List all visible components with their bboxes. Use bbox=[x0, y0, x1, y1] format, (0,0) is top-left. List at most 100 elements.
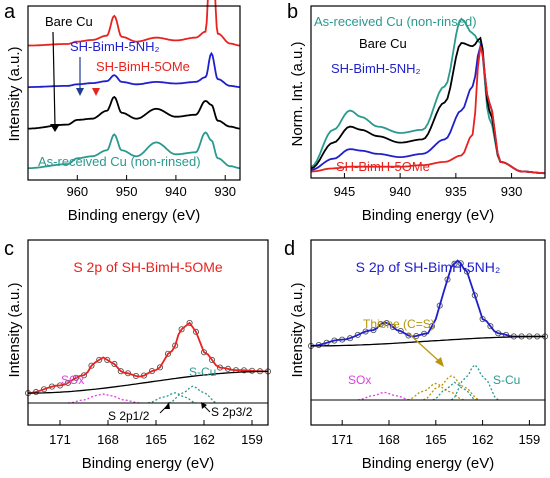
plot-d-label-scu: S-Cu bbox=[493, 373, 520, 387]
xtick-label: 162 bbox=[472, 432, 494, 447]
data-point bbox=[96, 356, 103, 363]
plot-a-curves bbox=[28, 0, 241, 169]
plot-b-xlabel: Binding energy (eV) bbox=[362, 207, 495, 224]
plot-a-legend-nh2: SH-BimH-5NH₂ bbox=[70, 39, 160, 54]
xtick-label: 171 bbox=[331, 432, 353, 447]
data-point bbox=[428, 323, 435, 330]
plot-b-curves bbox=[310, 17, 546, 175]
xtick-label: 945 bbox=[334, 184, 356, 199]
plot-b-xticks: 945 940 935 930 bbox=[334, 173, 523, 199]
plot-a-legend-ome: SH-BimH-5OMe bbox=[96, 59, 190, 74]
plot-a-legend-bare-cu: Bare Cu bbox=[45, 14, 93, 29]
plot-d-ylabel: Intensity (a.u.) bbox=[289, 282, 306, 377]
xtick-label: 930 bbox=[214, 184, 236, 199]
xtick-label: 930 bbox=[501, 184, 523, 199]
xtick-label: 159 bbox=[241, 432, 263, 447]
series-line-s-cu-2 bbox=[450, 363, 499, 401]
plot-d-label-thione: Thione (C=S) bbox=[363, 317, 435, 331]
data-point bbox=[186, 319, 193, 326]
data-point bbox=[192, 328, 200, 335]
plot-a-frame bbox=[27, 5, 241, 181]
plot-c-label-s2p12: S 2p1/2 bbox=[108, 409, 150, 423]
plot-c-ylabel: Intensity (a.u.) bbox=[6, 282, 23, 377]
data-point bbox=[104, 356, 111, 363]
data-point bbox=[389, 323, 396, 331]
data-point bbox=[208, 356, 216, 363]
data-point bbox=[72, 374, 80, 381]
data-point bbox=[354, 331, 361, 338]
plot-c-label-s2p32: S 2p3/2 bbox=[211, 405, 253, 419]
panel-letter-b: b bbox=[287, 1, 298, 23]
plot-a-ylabel: Intensity (a.u.) bbox=[6, 46, 23, 141]
plot-b-frame bbox=[310, 5, 546, 179]
series-line-sh-bimh-5ome bbox=[310, 45, 546, 175]
series-line-as-received-cu-non-rinsed- bbox=[28, 131, 240, 169]
plot-c-title: S 2p of SH-BimH-5OMe bbox=[73, 259, 223, 275]
plot-a-xlabel: Binding energy (eV) bbox=[68, 207, 201, 224]
series-line-background bbox=[311, 335, 545, 347]
data-point bbox=[88, 362, 95, 369]
plot-c-label-scu: S-Cu bbox=[189, 365, 216, 379]
plot-c-curves bbox=[24, 319, 272, 404]
data-point bbox=[117, 368, 124, 375]
data-point bbox=[200, 349, 208, 356]
plot-b-ylabel: Norm. Int. (a.u.) bbox=[289, 41, 306, 146]
plot-d-curves bbox=[307, 259, 549, 401]
panel-letter-c: c bbox=[4, 238, 14, 260]
plot-a-arrowhead-nh2 bbox=[76, 88, 84, 96]
plot-a-arrowhead-ome bbox=[92, 88, 100, 96]
plot-b-legend-as-received: As-received Cu (non-rinsed) bbox=[314, 14, 477, 29]
xtick-label: 960 bbox=[66, 184, 88, 199]
plot-a-arrowhead-bare-cu bbox=[50, 124, 60, 132]
series-line-thione-1 bbox=[407, 382, 465, 401]
series-line-bare-cu bbox=[28, 95, 241, 130]
data-point bbox=[451, 260, 458, 267]
data-point bbox=[64, 379, 72, 386]
data-point bbox=[164, 350, 172, 357]
series-line-sh-bimh-5ome bbox=[28, 0, 240, 47]
panel-b: b 945 940 935 930 Binding energy (eV) Norm.… bbox=[287, 1, 546, 224]
plot-c-arrowhead-s2p32 bbox=[201, 402, 207, 409]
xtick-label: 165 bbox=[425, 432, 447, 447]
series-line-fit bbox=[27, 321, 268, 394]
data-point bbox=[487, 323, 494, 330]
series-line-s-2p3-2 bbox=[168, 385, 218, 404]
xtick-label: 159 bbox=[519, 432, 541, 447]
plot-b-legend-ome: SH-BimH-5OMe bbox=[336, 159, 430, 174]
xtick-label: 165 bbox=[145, 432, 167, 447]
xtick-label: 935 bbox=[445, 184, 467, 199]
xtick-label: 168 bbox=[97, 432, 119, 447]
plot-a-legend-as-received: As-received Cu (non-rinsed) bbox=[38, 154, 201, 169]
plot-d-xlabel: Binding energy (eV) bbox=[362, 455, 495, 472]
plot-b-legend-bare-cu: Bare Cu bbox=[359, 36, 407, 51]
xtick-label: 171 bbox=[49, 432, 71, 447]
plot-c-arrowhead-s2p12 bbox=[164, 402, 170, 409]
series-line-sox-component bbox=[67, 393, 141, 404]
data-point bbox=[156, 364, 164, 371]
data-point bbox=[457, 260, 464, 267]
plot-c-xticks: 171 168 165 162 159 bbox=[49, 420, 263, 447]
plot-b-legend-nh2: SH-BimH-5NH₂ bbox=[331, 61, 421, 76]
plot-c-label-sox: SOx bbox=[61, 373, 84, 387]
series-line-bare-cu bbox=[310, 36, 546, 175]
plot-d-arrow-thione bbox=[407, 332, 441, 363]
series-line-s-cu-1 bbox=[432, 381, 477, 401]
data-point bbox=[111, 360, 118, 368]
xtick-label: 940 bbox=[389, 184, 411, 199]
series-line-sh-bimh-5nh- bbox=[28, 51, 241, 88]
plot-c-frame bbox=[27, 239, 269, 426]
series-line-sox-component bbox=[357, 391, 411, 401]
xtick-label: 162 bbox=[193, 432, 215, 447]
series-line-fit bbox=[310, 259, 545, 347]
xtick-label: 950 bbox=[116, 184, 138, 199]
plot-a-arrow-bare-cu bbox=[52, 31, 56, 127]
plot-d-title: S 2p of SH-BimH-5NH₂ bbox=[356, 259, 501, 275]
panel-a: a 960 950 940 930 Binding energy (eV) Inten… bbox=[4, 0, 241, 224]
panel-letter-d: d bbox=[284, 238, 295, 260]
series-line-thione-2 bbox=[423, 375, 480, 401]
plot-c-xlabel: Binding energy (eV) bbox=[82, 455, 215, 472]
panel-c: c 171 168 165 162 159 Binding energy (eV) In… bbox=[4, 238, 272, 472]
series-line-background bbox=[28, 370, 268, 394]
plot-d-frame bbox=[310, 239, 546, 426]
